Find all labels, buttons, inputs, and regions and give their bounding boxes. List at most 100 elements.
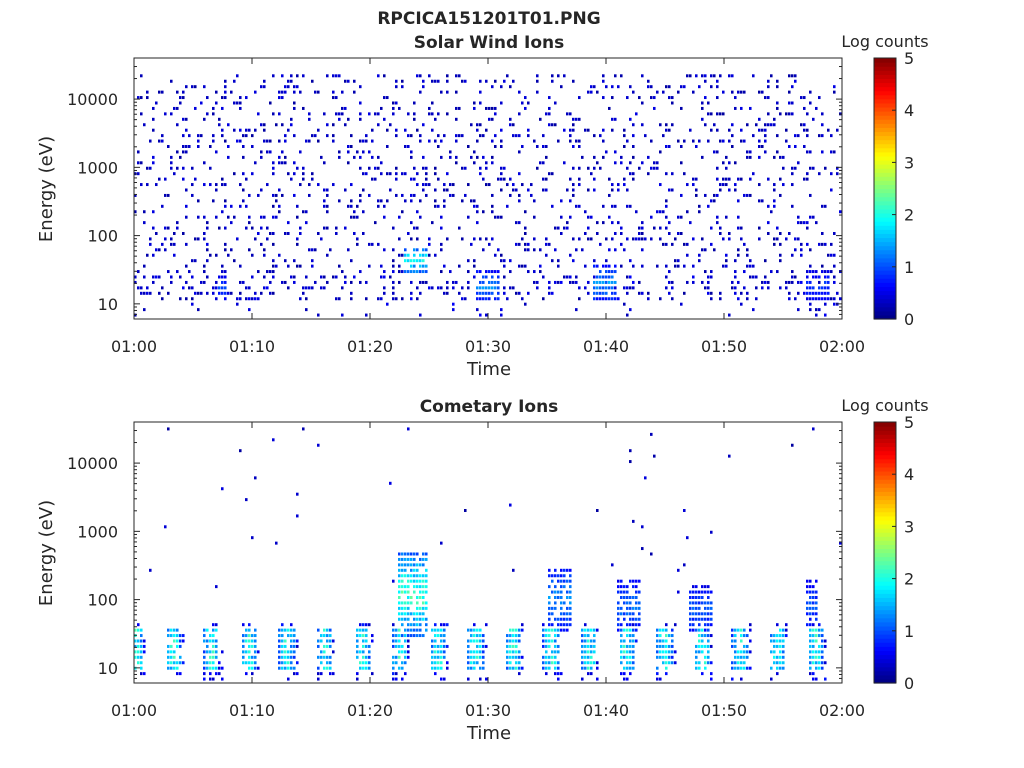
heatmap-cell-1134 [572,193,575,197]
heatmap-cell-16 [140,112,143,116]
heatmap-cell-302 [254,90,257,94]
heatmap-cell-862 [635,617,638,621]
heatmap-cell-613 [383,270,386,274]
heatmap-cell-1053 [536,280,539,284]
heatmap-cell-959 [497,275,500,279]
heatmap-cell-185 [212,112,215,116]
heatmap-cell-564 [506,666,509,670]
colorbar-step [874,552,896,558]
heatmap-cell-935 [491,210,494,214]
heatmap-cell-1419 [677,264,680,268]
heatmap-cell-144 [194,85,197,89]
heatmap-cell-1404 [668,128,671,132]
heatmap-cell-927 [488,117,491,121]
heatmap-cell-919 [671,661,674,665]
heatmap-cell-1190 [593,177,596,181]
heatmap-cell-1137 [572,166,575,170]
heatmap-cell-811 [446,79,449,83]
heatmap-cell-781 [620,672,623,676]
heatmap-cell-212 [296,639,299,643]
heatmap-cell-582 [512,650,515,654]
heatmap-cell-303 [257,297,260,301]
heatmap-cell-450 [311,286,314,290]
colorbar-step [874,430,896,435]
heatmap-cell-231 [323,655,326,659]
heatmap-cell-816 [626,634,629,638]
heatmap-cell-885 [656,655,659,659]
heatmap-cell-613 [542,634,545,638]
heatmap-cell-548 [353,155,356,159]
heatmap-cell-576 [365,172,368,176]
heatmap-cell-158 [203,270,206,274]
heatmap-cell-192 [215,188,218,192]
heatmap-cell-1257 [611,221,614,225]
heatmap-cell-1862 [839,210,842,214]
heatmap-cell-770 [596,509,599,512]
heatmap-cell-688 [410,237,413,241]
heatmap-cell-189 [215,280,218,284]
colorbar-step [874,589,896,594]
heatmap-cell-539 [350,204,353,208]
heatmap-cell-1111 [563,275,566,279]
heatmap-cell-732 [419,74,422,78]
heatmap-cell-7 [137,661,140,665]
heatmap-cell-553 [356,215,359,219]
heatmap-cell-1348 [641,74,644,78]
heatmap-cell-566 [506,655,509,659]
heatmap-cell-473 [431,639,434,643]
heatmap-cell-678 [407,232,410,235]
heatmap-cell-1073 [749,639,752,643]
heatmap-cell-151 [197,139,200,143]
heatmap-cell-225 [320,661,323,665]
heatmap-cell-1391 [665,199,668,203]
heatmap-cell-1561 [734,286,737,290]
heatmap-cell-177 [209,183,212,187]
heatmap-cell-472 [431,644,434,648]
heatmap-cell-1617 [755,297,758,301]
heatmap-cell-86 [209,655,212,659]
heatmap-cell-322 [398,612,401,616]
heatmap-cell-342 [272,275,275,279]
heatmap-cell-1199 [596,275,599,279]
heatmap-cell-668 [404,259,407,263]
heatmap-cell-352 [401,552,404,556]
heatmap-cell-1026 [710,606,713,610]
heatmap-cell-802 [443,134,446,138]
heatmap-cell-1843 [830,150,833,154]
colorbar-step [874,625,896,631]
heatmap-cell-277 [365,666,368,670]
heatmap-cell-1750 [806,297,809,301]
heatmap-cell-565 [359,101,362,105]
y-tick-label: 10 [98,295,118,314]
heatmap-cell-458 [425,617,428,621]
heatmap-cell-402 [410,552,413,556]
heatmap-cell-426 [299,150,302,154]
heatmap-cell-171 [281,655,284,659]
heatmap-cell-204 [293,650,296,654]
heatmap-cell-604 [380,275,383,279]
heatmap-cell-114 [185,297,188,301]
heatmap-cell-173 [281,644,284,648]
heatmap-cell-552 [479,634,482,638]
heatmap-cell-745 [587,661,590,665]
heatmap-cell-873 [638,601,641,605]
colorbar-step [874,678,896,684]
heatmap-cell-755 [590,655,593,659]
heatmap-cell-861 [635,623,638,627]
heatmap-cell-871 [638,612,641,616]
heatmap-cell-1075 [749,623,752,627]
heatmap-cell-254 [236,101,239,105]
plot-frame [133,421,843,684]
heatmap-cell-1044 [734,634,737,638]
heatmap-cell-1356 [647,79,650,83]
heatmap-cell-1149 [812,623,815,627]
heatmap-cell-1626 [758,145,761,148]
heatmap-cell-1191 [593,166,596,170]
heatmap-cell-1422 [677,215,680,219]
heatmap-cell-904 [482,177,485,181]
heatmap-cell-1144 [575,280,578,284]
heatmap-cell-271 [362,650,365,654]
heatmap-cell-515 [341,286,344,290]
heatmap-cell-183 [284,639,287,643]
heatmap-cell-1607 [749,177,752,181]
